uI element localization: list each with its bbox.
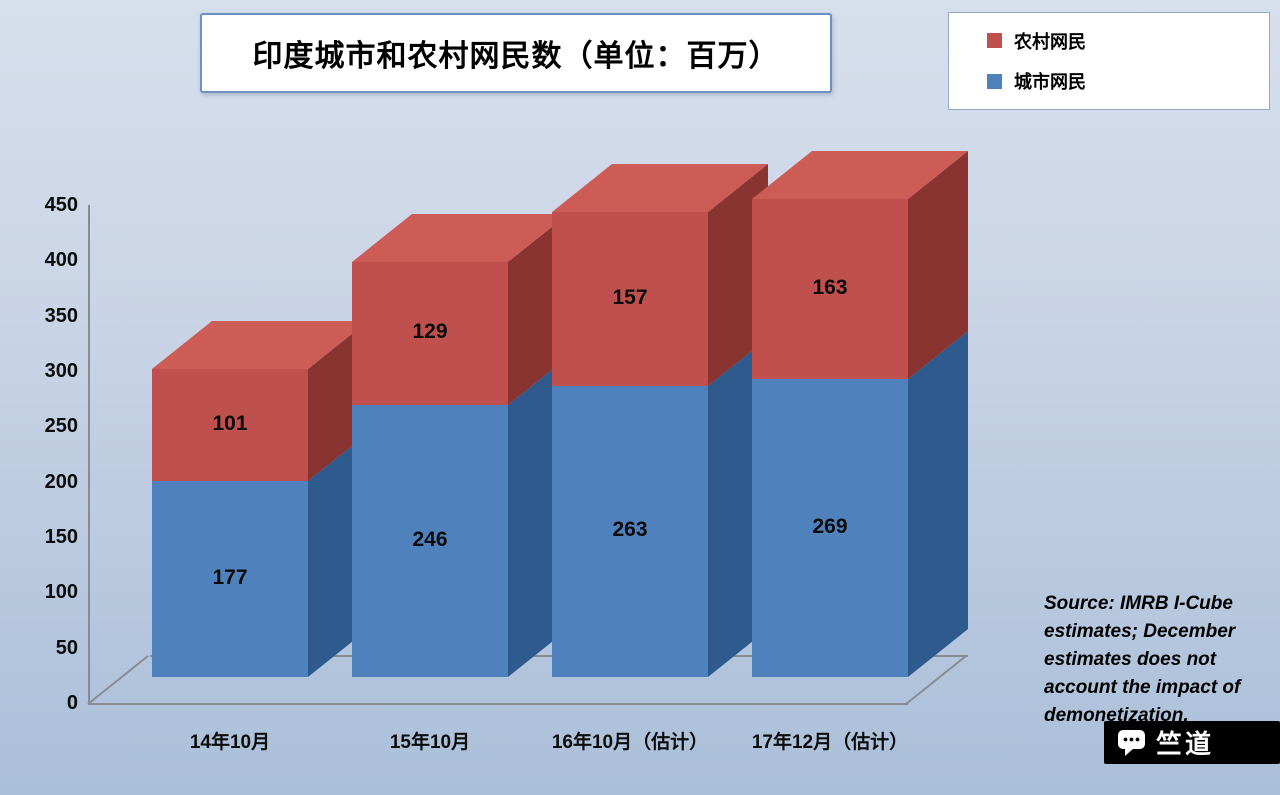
value-label-rural-1: 129 <box>412 320 448 344</box>
value-label-urban-3: 269 <box>812 515 848 539</box>
value-label-urban-0: 177 <box>212 566 248 590</box>
chart-title: 印度城市和农村网民数（单位：百万） <box>252 40 780 73</box>
y-tick-label-150: 150 <box>44 526 78 548</box>
bar-3-rural-front <box>752 198 908 380</box>
y-tick-label-0: 0 <box>66 692 78 714</box>
value-label-rural-2: 157 <box>612 286 648 310</box>
bar-1-rural-front <box>352 262 508 405</box>
legend-label-urban: 城市网民 <box>1014 72 1086 93</box>
bar-2-urban-front <box>552 385 708 677</box>
y-tick-label-300: 300 <box>44 360 78 382</box>
source-note: Source: IMRB I-Cube estimates; December … <box>1044 593 1241 726</box>
legend-item-rural: 农村网民 <box>987 28 1269 54</box>
legend: 农村网民 城市网民 <box>948 12 1270 110</box>
bar-0-urban-front <box>152 481 308 677</box>
bar-0-rural-front <box>152 369 308 482</box>
y-tick-label-400: 400 <box>44 249 78 272</box>
x-category-label-2: 16年10月（估计） <box>551 732 709 753</box>
value-label-rural-3: 163 <box>812 276 848 300</box>
y-tick-label-450: 450 <box>44 194 78 216</box>
bar-3-urban-side <box>908 331 968 677</box>
x-category-label-0: 14年10月 <box>189 732 271 753</box>
y-tick-label-350: 350 <box>44 304 78 327</box>
bar-1-urban-front <box>352 404 508 677</box>
watermark-bar: 竺道 <box>1104 721 1280 764</box>
legend-swatch-urban <box>987 73 1002 89</box>
y-tick-label-200: 200 <box>44 470 78 493</box>
chat-bubble-icon <box>1117 728 1147 757</box>
value-label-urban-2: 263 <box>612 518 648 542</box>
legend-swatch-rural <box>987 33 1002 49</box>
floor-front-line <box>88 703 908 705</box>
bar-2-rural-front <box>552 212 708 386</box>
legend-item-urban: 城市网民 <box>987 68 1269 94</box>
value-label-rural-0: 101 <box>212 412 248 436</box>
y-axis-line <box>88 205 90 705</box>
x-category-label-1: 15年10月 <box>389 732 471 753</box>
x-category-label-3: 17年12月（估计） <box>751 732 909 753</box>
floor-left-diagonal <box>87 655 149 705</box>
y-tick-label-250: 250 <box>44 415 78 438</box>
bar-3-urban-front <box>752 379 908 677</box>
legend-label-rural: 农村网民 <box>1014 31 1086 52</box>
y-tick-label-100: 100 <box>44 581 78 604</box>
chart-title-box: 印度城市和农村网民数（单位：百万） <box>200 13 832 93</box>
value-label-urban-1: 246 <box>412 527 448 551</box>
y-tick-label-50: 50 <box>55 636 78 659</box>
watermark-text: 竺道 <box>1156 729 1215 759</box>
